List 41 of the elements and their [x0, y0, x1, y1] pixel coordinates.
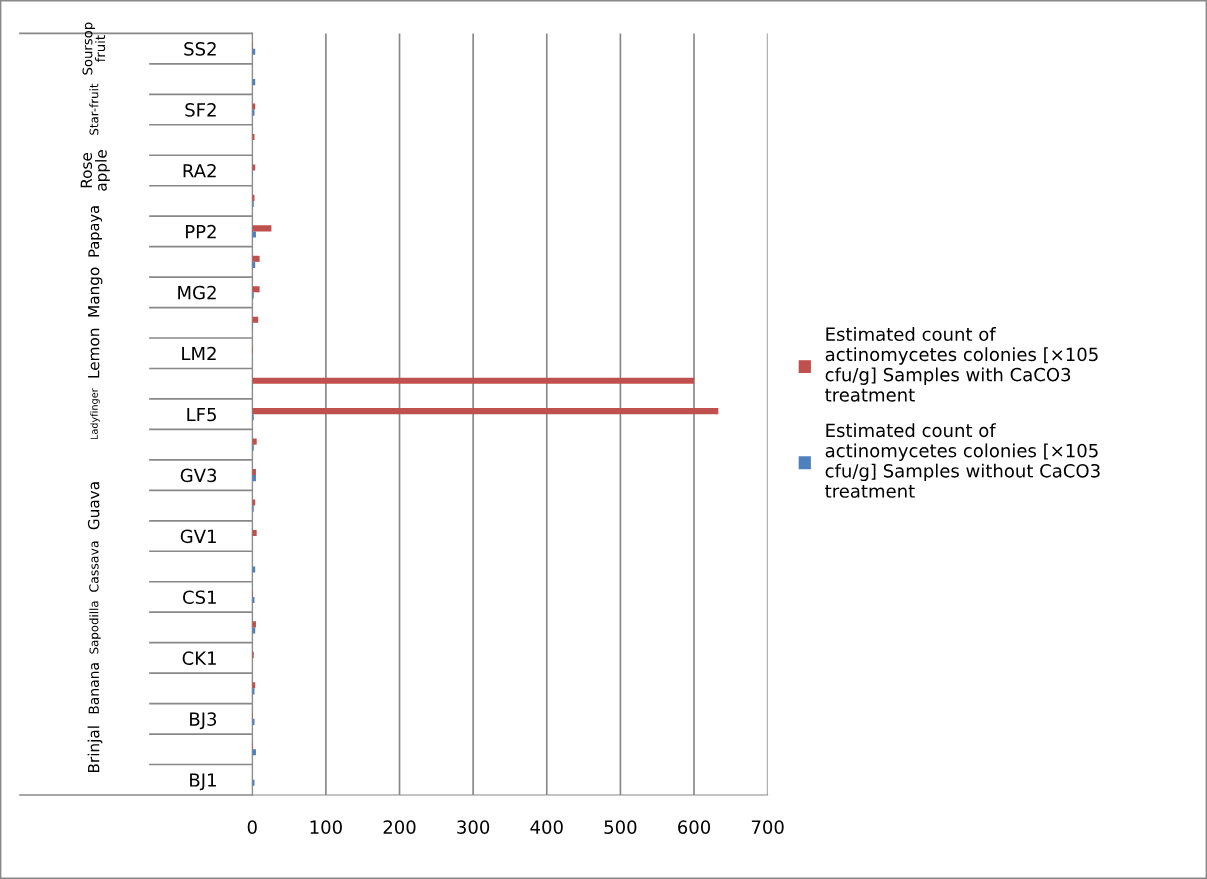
x-tick-label: 100: [310, 820, 342, 834]
y2-tick-label: Lemon: [88, 328, 100, 378]
y2-tick-label: Mango: [88, 267, 103, 317]
y2-tick-label: Brinjal: [87, 726, 103, 773]
y-tick-label: RA2: [183, 163, 216, 178]
bar: [252, 255, 260, 262]
legend-label: Estimated count of actinomycetes colonies [×105 cfu/g] Samples with CaCO3 treatment: [825, 327, 1098, 402]
y-tick-label: GV3: [180, 468, 217, 483]
x-tick-label: 400: [530, 820, 563, 834]
y-tick-label: CK1: [182, 651, 216, 665]
y-tick-label: GV1: [180, 529, 216, 544]
y2-tick-label: Rose apple: [80, 150, 110, 191]
x-tick-label: 200: [383, 820, 416, 834]
bar: [252, 231, 256, 238]
x-tick-label: 600: [678, 820, 711, 834]
x-tick-label: 500: [604, 820, 637, 834]
x-tick-label: 700: [751, 820, 784, 834]
y2-tick-label: Ladyfinger: [90, 388, 100, 440]
y2-tick-label: Papaya: [88, 206, 103, 257]
legend-label: Estimated count of actinomycetes colonies [×105 cfu/g] Samples without CaCO3 treatment: [825, 423, 1100, 498]
bar: [252, 377, 695, 384]
bar: [252, 225, 272, 232]
y-tick-label: SS2: [184, 42, 216, 56]
bar: [252, 408, 719, 415]
y-tick-label: MG2: [178, 285, 216, 300]
x-tick-label: 0: [247, 820, 257, 834]
bar: [252, 286, 260, 293]
y-tick-label: LF5: [187, 407, 216, 422]
y-tick-label: SF2: [185, 103, 216, 117]
y2-tick-label: Banana: [88, 663, 100, 714]
y2-tick-label: Star-fruit: [89, 83, 99, 135]
x-tick-label: 300: [457, 820, 490, 834]
y-tick-label: BJ3: [190, 712, 217, 730]
y-tick-label: LM2: [182, 346, 216, 361]
y-tick-label: PP2: [186, 224, 216, 239]
y2-tick-label: Soursop fruit: [82, 22, 106, 75]
y-tick-label: CS1: [183, 590, 216, 605]
y2-tick-label: Guava: [87, 482, 100, 530]
y-tick-label: BJ1: [190, 773, 216, 791]
y2-tick-label: Sapodilla: [89, 601, 101, 654]
y2-tick-label: Cassava: [89, 541, 99, 592]
